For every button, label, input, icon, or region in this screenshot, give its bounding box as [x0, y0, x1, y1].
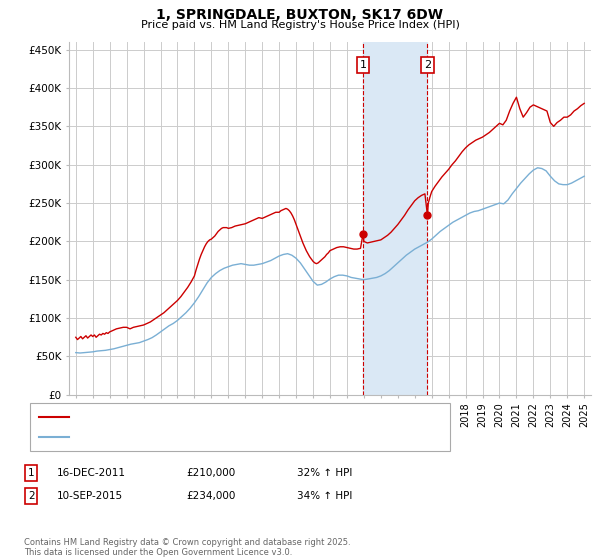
Text: 34% ↑ HPI: 34% ↑ HPI: [297, 491, 352, 501]
Bar: [363, 42, 427, 395]
Text: Contains HM Land Registry data © Crown copyright and database right 2025.
This d: Contains HM Land Registry data © Crown c…: [24, 538, 350, 557]
Text: 16-DEC-2011: 16-DEC-2011: [57, 468, 126, 478]
Text: 2: 2: [28, 491, 35, 501]
Text: 2: 2: [424, 60, 431, 70]
Text: 1, SPRINGDALE, BUXTON, SK17 6DW (semi-detached house): 1, SPRINGDALE, BUXTON, SK17 6DW (semi-de…: [75, 413, 390, 422]
Text: Price paid vs. HM Land Registry's House Price Index (HPI): Price paid vs. HM Land Registry's House …: [140, 20, 460, 30]
Text: 32% ↑ HPI: 32% ↑ HPI: [297, 468, 352, 478]
Text: 10-SEP-2015: 10-SEP-2015: [57, 491, 123, 501]
Text: £210,000: £210,000: [186, 468, 235, 478]
Text: £234,000: £234,000: [186, 491, 235, 501]
Text: HPI: Average price, semi-detached house, High Peak: HPI: Average price, semi-detached house,…: [75, 432, 349, 442]
Text: 1: 1: [359, 60, 367, 70]
Text: 1, SPRINGDALE, BUXTON, SK17 6DW: 1, SPRINGDALE, BUXTON, SK17 6DW: [157, 8, 443, 22]
Text: 1: 1: [28, 468, 35, 478]
